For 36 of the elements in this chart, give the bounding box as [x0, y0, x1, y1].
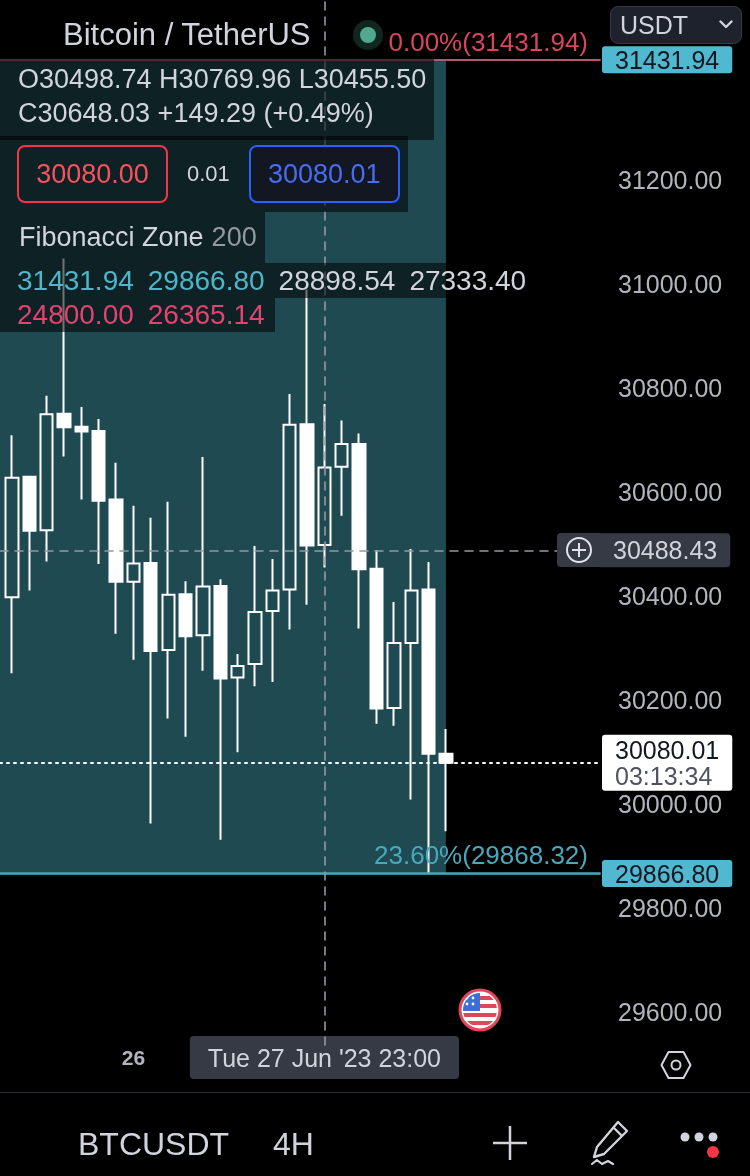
price-button: 30080.01	[248, 145, 400, 203]
y-tick-label: 31200.00	[618, 166, 723, 195]
y-tick-label: 31000.00	[618, 270, 723, 299]
annotation: 0.01	[187, 161, 230, 187]
annotation: 29866.80	[147, 264, 265, 298]
y-tick-label: 30200.00	[618, 686, 723, 715]
annotation: O30498.74 H30769.96 L30455.50	[18, 63, 427, 96]
text: 03:13:34	[615, 761, 713, 790]
x-tick-label: Tue 27 Jun '23 23:00	[207, 1043, 442, 1072]
ref-line-label: 0.00%(31431.94)	[388, 26, 588, 57]
annotation: 26365.14	[147, 298, 265, 332]
y-tick-label: 30000.00	[618, 790, 723, 819]
annotation: 28898.54	[278, 264, 396, 298]
ref-line-label: 30488.43	[613, 536, 718, 565]
annotation: 27333.40	[409, 264, 527, 298]
annotation: 200	[211, 221, 257, 254]
annotation: 24800.00	[17, 298, 134, 332]
y-tick-label: 30800.00	[618, 374, 723, 403]
x-tick-label: 26	[121, 1046, 146, 1069]
annotation: 30080.01	[268, 158, 381, 190]
annotation: Fibonacci Zone	[19, 221, 204, 254]
text: 4H	[273, 1125, 314, 1164]
price-button: 30080.00	[17, 145, 168, 203]
y-tick-label: 29600.00	[618, 998, 723, 1027]
y-tick-label: 30400.00	[618, 582, 723, 611]
ref-line-label: 31431.94	[615, 45, 720, 74]
y-tick-label: 29800.00	[618, 894, 723, 923]
text: BTCUSDT	[78, 1125, 230, 1164]
annotation: C30648.03 +149.29 (+0.49%)	[18, 97, 375, 130]
y-tick-label: 30600.00	[618, 478, 723, 507]
ref-line-label: 30080.01	[615, 735, 720, 764]
text: Bitcoin / TetherUS	[63, 16, 311, 54]
ref-line-label: 29866.80	[615, 859, 720, 888]
y-axis-title: USDT	[620, 10, 689, 41]
currency-dropdown: USDT	[610, 6, 742, 44]
annotation: 30080.00	[36, 158, 149, 190]
